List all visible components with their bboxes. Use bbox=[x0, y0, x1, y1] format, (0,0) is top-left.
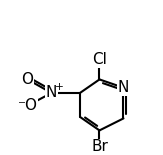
Text: Cl: Cl bbox=[92, 52, 107, 67]
Text: N: N bbox=[46, 85, 57, 100]
Text: N: N bbox=[118, 80, 129, 95]
Text: O: O bbox=[22, 72, 34, 87]
Text: +: + bbox=[55, 82, 64, 92]
Text: Br: Br bbox=[91, 139, 108, 154]
Text: ⁻O: ⁻O bbox=[18, 98, 37, 113]
